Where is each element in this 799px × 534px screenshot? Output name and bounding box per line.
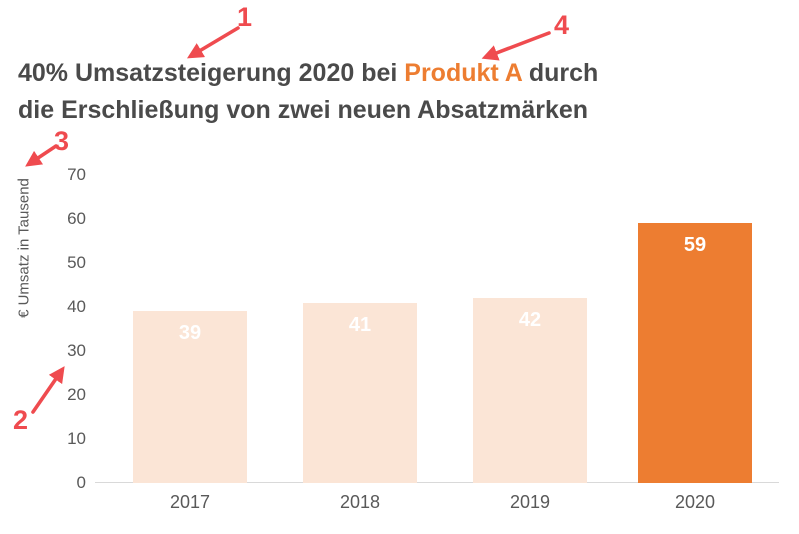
bar-value-label-2018: 41 xyxy=(348,314,372,336)
arrow-to-highlight xyxy=(481,31,551,61)
bar-2017: 39 xyxy=(133,311,247,483)
headline-highlight-produkt-a: Produkt A xyxy=(404,59,522,87)
annotation-number-1: 1 xyxy=(237,2,253,32)
y-tick-label-50: 50 xyxy=(67,253,86,272)
y-tick-label-40: 40 xyxy=(67,297,86,316)
bar-2020: 59 xyxy=(638,223,752,483)
arrow-to-title xyxy=(186,26,240,59)
chart-headline: 40% Umsatzsteigerung 2020 bei Produkt A … xyxy=(18,55,598,129)
y-tick-label-30: 30 xyxy=(67,341,86,360)
bar-2018: 41 xyxy=(303,303,417,483)
x-tick-label-2019: 2019 xyxy=(509,492,551,512)
annotation-number-2: 2 xyxy=(13,405,29,435)
headline-line2: die Erschließung von zwei neuen Absatzmä… xyxy=(18,96,589,124)
headline-line1-prefix: 40% Umsatzsteigerung 2020 bei xyxy=(18,59,405,87)
bar-2019: 42 xyxy=(473,298,587,483)
y-tick-label-60: 60 xyxy=(67,209,86,228)
arrow-to-y-axis-title xyxy=(25,144,58,167)
y-tick-label-20: 20 xyxy=(67,385,86,404)
x-tick-label-2018: 2018 xyxy=(339,492,381,512)
bar-value-label-2017: 39 xyxy=(178,322,202,344)
y-tick-label-0: 0 xyxy=(76,473,86,492)
y-tick-label-10: 10 xyxy=(67,429,86,448)
bar-value-label-2020: 59 xyxy=(683,234,707,256)
y-tick-label-70: 70 xyxy=(67,165,86,184)
x-axis-line xyxy=(95,482,779,483)
x-tick-label-2020: 2020 xyxy=(674,492,716,512)
headline-line1-suffix: durch xyxy=(521,59,599,87)
bar-value-label-2019: 42 xyxy=(518,309,542,331)
annotation-number-3: 3 xyxy=(54,126,70,156)
x-tick-label-2017: 2017 xyxy=(169,492,211,512)
annotation-number-4: 4 xyxy=(554,10,570,40)
